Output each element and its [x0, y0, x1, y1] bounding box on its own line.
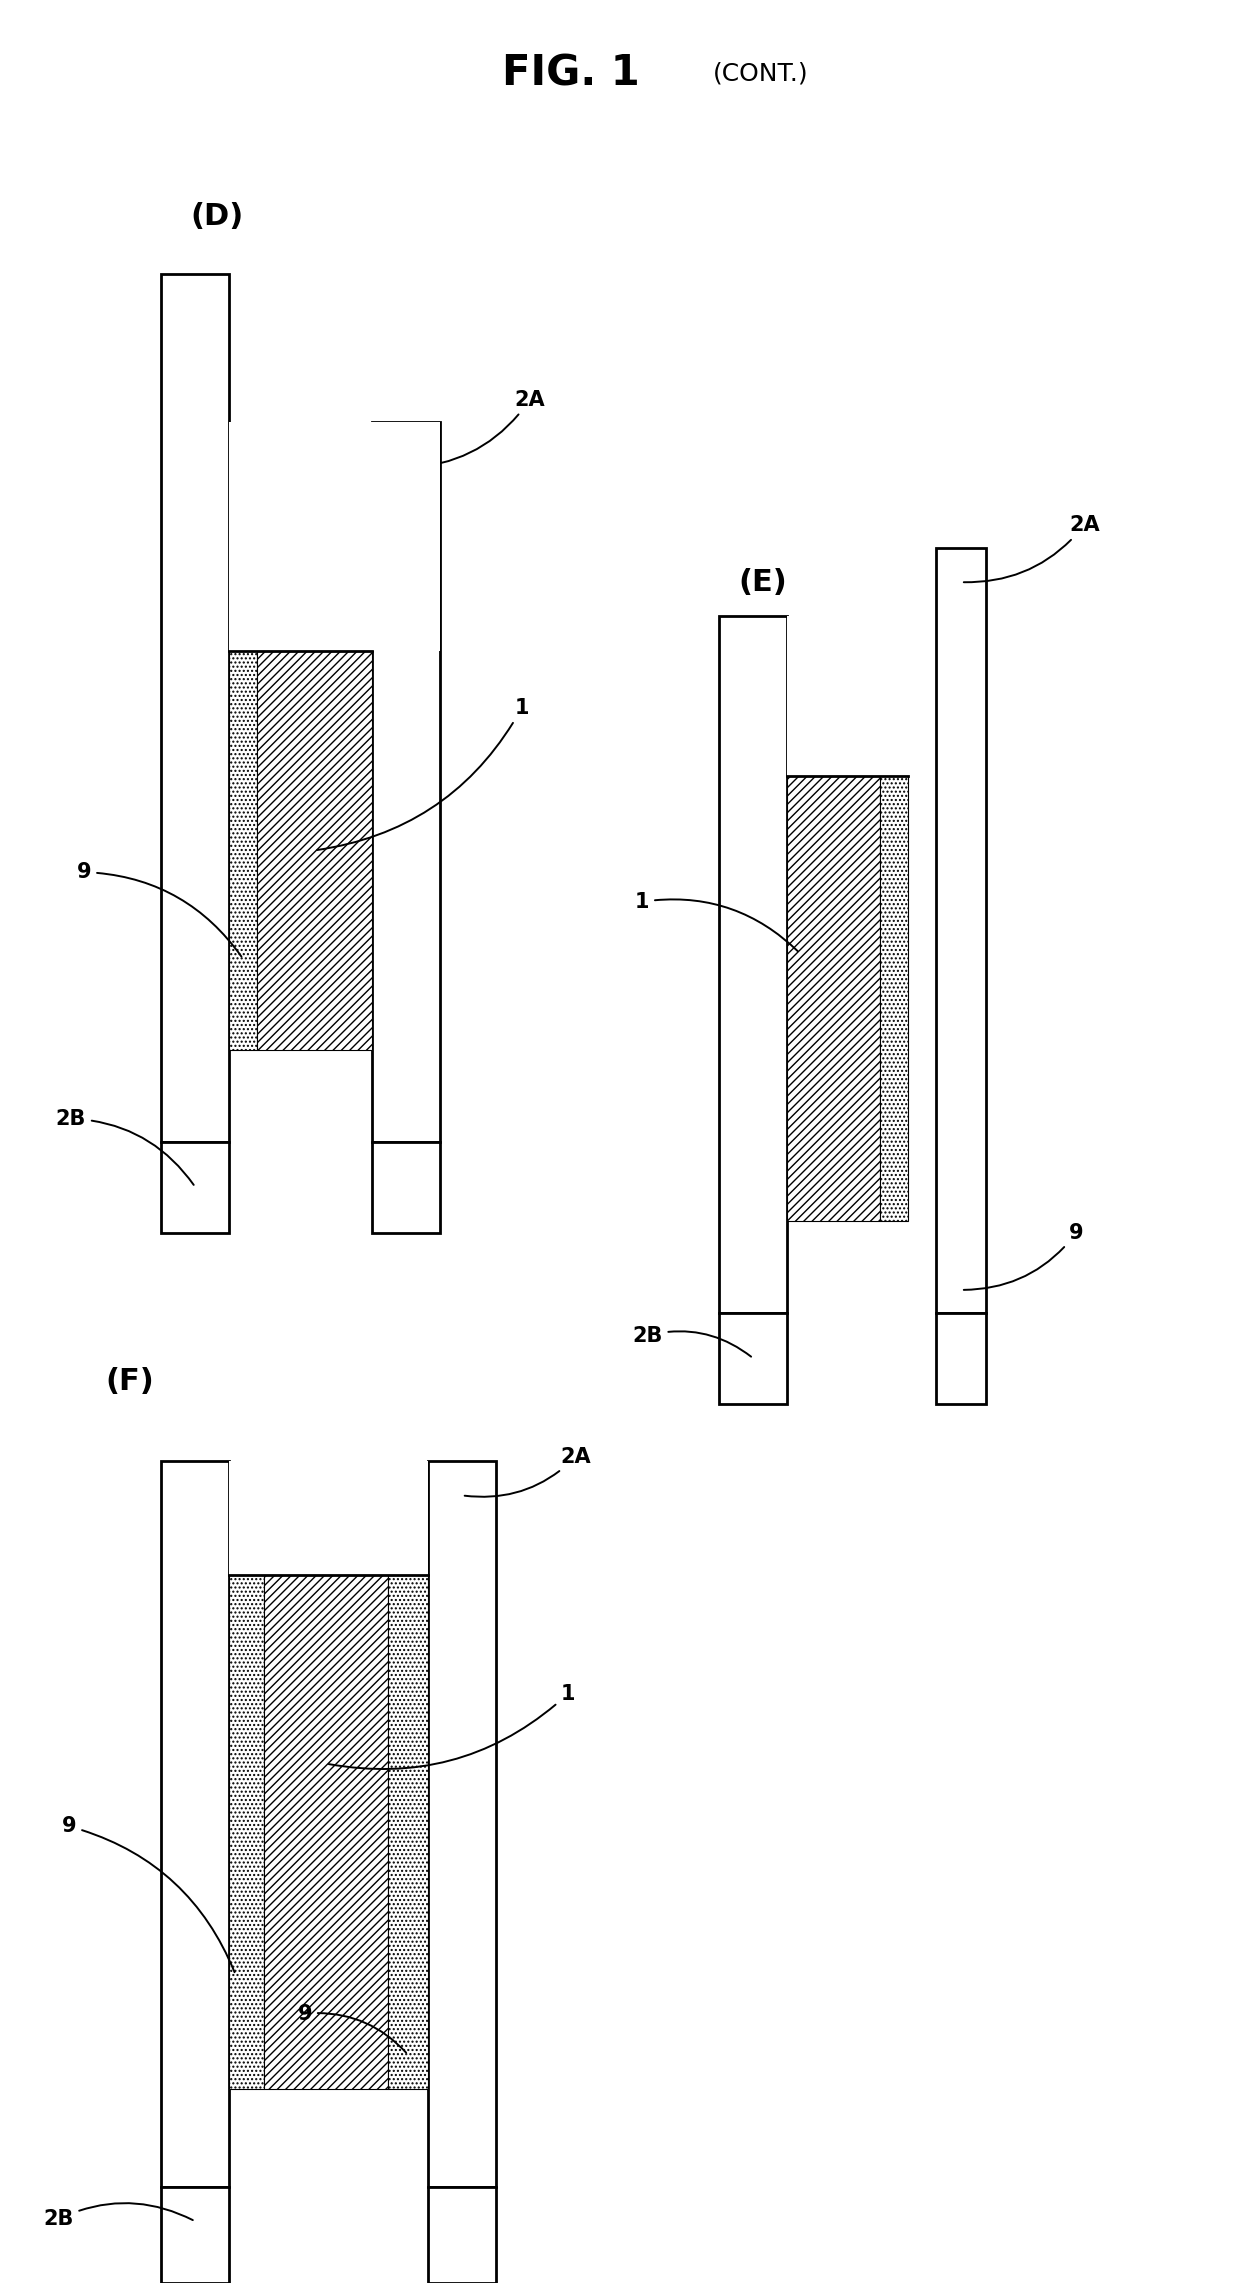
Bar: [936, 1313, 986, 1404]
Bar: [880, 776, 908, 1221]
Text: 9: 9: [77, 863, 242, 957]
Text: (E): (E): [738, 568, 787, 596]
Bar: [428, 1461, 496, 2187]
Bar: [229, 651, 257, 1050]
Text: 2A: 2A: [963, 516, 1100, 582]
Bar: [388, 1575, 428, 2089]
Text: 2B: 2B: [56, 1110, 193, 1185]
Bar: [787, 776, 880, 1221]
Text: 1: 1: [635, 893, 797, 952]
Text: (D): (D): [191, 203, 243, 231]
Text: 9: 9: [62, 1817, 234, 1973]
Text: 2A: 2A: [409, 390, 546, 468]
Text: (F): (F): [105, 1368, 155, 1395]
Bar: [161, 274, 229, 1142]
Text: 1: 1: [317, 699, 529, 849]
Text: 9: 9: [298, 2004, 405, 2052]
Bar: [719, 616, 787, 1313]
Text: 2A: 2A: [465, 1447, 591, 1498]
Bar: [936, 548, 986, 1313]
Bar: [161, 2187, 229, 2283]
Bar: [372, 1142, 440, 1233]
Text: (CONT.): (CONT.): [713, 62, 808, 84]
Bar: [161, 1142, 229, 1233]
Bar: [229, 1461, 428, 1575]
Bar: [257, 651, 372, 1050]
Bar: [229, 1575, 264, 2089]
Bar: [161, 1461, 229, 2187]
Bar: [787, 616, 908, 776]
Text: 9: 9: [963, 1224, 1084, 1290]
Bar: [229, 422, 440, 651]
Text: FIG. 1: FIG. 1: [501, 53, 640, 94]
Bar: [372, 422, 440, 1142]
Bar: [264, 1575, 388, 2089]
Text: 2B: 2B: [632, 1326, 751, 1356]
Bar: [428, 2187, 496, 2283]
Bar: [719, 1313, 787, 1404]
Text: 2B: 2B: [43, 2203, 193, 2228]
Text: 1: 1: [329, 1685, 575, 1769]
